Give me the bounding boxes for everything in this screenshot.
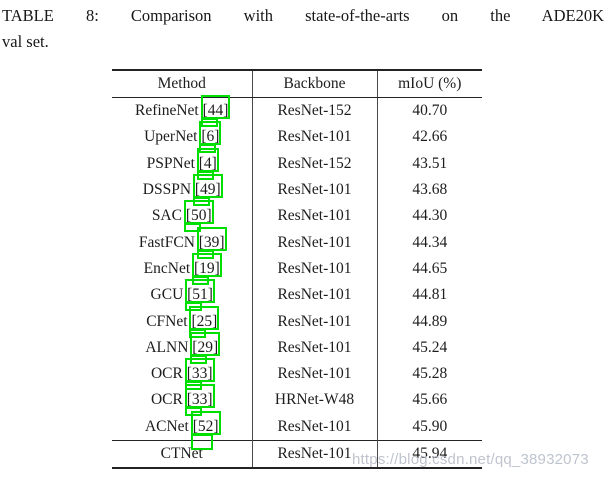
citation-annotation-box: [39] <box>196 226 227 259</box>
citation-annotation-box: [6] <box>199 121 222 154</box>
method-cell: RefineNet [44] <box>112 95 253 128</box>
method-name: EncNet <box>143 259 191 277</box>
miou-cell: 45.94 <box>377 439 482 470</box>
header-miou: mIoU (%) <box>377 69 482 98</box>
citation-annotation-box: [52] <box>190 410 221 450</box>
citation-annotation-box: [4] <box>196 147 219 180</box>
table-body: RefineNet [44] ResNet-152 40.70 UperNet [6]… <box>112 95 482 470</box>
caption-line-2: val set. <box>2 31 49 51</box>
citation-annotation-box: [33] <box>184 358 215 391</box>
method-name: ALNN <box>145 338 189 356</box>
table-row: SAC [50] ResNet-101 44.30 <box>112 200 482 233</box>
table-row: PSPNet [4] ResNet-152 43.51 <box>112 147 482 180</box>
method-cell: CFNet [25] <box>112 305 253 338</box>
citation-annotation-box: [29] <box>190 331 220 364</box>
method-name: OCR <box>150 365 183 383</box>
backbone-cell: ResNet-101 <box>252 360 378 388</box>
method-name: DSSPN <box>142 181 192 199</box>
citation-annotation-box: [25] <box>189 305 220 338</box>
header-row: Method Backbone mIoU (%) <box>112 69 482 98</box>
miou-cell: 40.70 <box>412 102 448 120</box>
backbone-cell: ResNet-101 <box>252 308 378 335</box>
caption-line-1: TABLE 8: Comparison with state-of-the-ar… <box>2 6 604 25</box>
table-row: OCR [33] HRNet-W48 45.66 <box>112 384 482 417</box>
miou-cell: 45.28 <box>412 365 448 383</box>
table-row: CFNet [25] ResNet-101 44.89 <box>112 305 482 338</box>
watermark-url: https://blog.csdn.net/qq_38932073 <box>352 451 589 468</box>
method-cell: CTNet <box>112 439 253 470</box>
citation-annotation-box: [49] <box>192 174 223 207</box>
citation-annotation-box: [33] <box>184 384 215 417</box>
backbone-cell: ResNet-101 <box>252 124 378 151</box>
method-name: ACNet <box>144 417 189 435</box>
method-name: FastFCN <box>138 233 195 251</box>
table-row: GCU [51] ResNet-101 44.81 <box>112 279 482 312</box>
citation-annotation-box: [51] <box>185 279 215 312</box>
miou-cell: 44.89 <box>412 312 448 330</box>
citation-annotation-box: [44] <box>200 95 231 128</box>
method-name: CTNet <box>160 445 203 462</box>
method-cell: DSSPN [49] <box>112 174 253 207</box>
table-row: EncNet [19] ResNet-101 44.65 <box>112 252 482 285</box>
comparison-table: Method Backbone mIoU (%) RefineNet [44] R… <box>112 69 482 470</box>
method-cell: GCU [51] <box>112 279 253 312</box>
method-name: PSPNet <box>146 154 195 172</box>
backbone-cell: HRNet-W48 <box>252 387 378 414</box>
citation-annotation-box: [50] <box>183 200 214 233</box>
backbone-cell: ResNet-101 <box>252 176 378 204</box>
method-name: UperNet <box>144 128 198 146</box>
citation-annotation-box: [19] <box>192 252 222 285</box>
miou-cell: 44.34 <box>412 233 448 251</box>
method-name: SAC <box>151 207 182 225</box>
method-cell: ALNN [29] <box>112 331 253 364</box>
backbone-cell: ResNet-101 <box>252 334 378 361</box>
backbone-cell: ResNet-152 <box>252 97 378 125</box>
table-row: ACNet [52] ResNet-101 45.90 <box>112 410 482 450</box>
backbone-cell: ResNet-101 <box>252 255 378 283</box>
method-cell: OCR [33] <box>112 358 253 391</box>
method-cell: EncNet [19] <box>112 252 253 285</box>
header-backbone: Backbone <box>252 69 378 98</box>
method-cell: UperNet [6] <box>112 121 253 154</box>
table-row: OCR [33] ResNet-101 45.28 <box>112 358 482 391</box>
comparison-table-container: Method Backbone mIoU (%) RefineNet [44] R… <box>112 69 482 470</box>
table-row: UperNet [6] ResNet-101 42.66 <box>112 121 482 154</box>
backbone-cell: ResNet-101 <box>252 413 378 441</box>
method-name: GCU <box>150 286 184 304</box>
method-name: CFNet <box>146 312 188 330</box>
method-cell: ACNet [52] <box>112 410 253 450</box>
miou-cell: 44.30 <box>412 207 448 225</box>
backbone-cell: ResNet-101 <box>252 282 378 309</box>
miou-cell: 45.90 <box>412 417 448 435</box>
miou-cell: 45.66 <box>412 391 448 409</box>
miou-cell: 45.24 <box>412 338 448 356</box>
miou-cell: 44.81 <box>412 286 448 304</box>
table-row: DSSPN [49] ResNet-101 43.68 <box>112 174 482 207</box>
table-row: RefineNet [44] ResNet-152 40.70 <box>112 95 482 128</box>
table-row: FastFCN [39] ResNet-101 44.34 <box>112 226 482 259</box>
miou-cell: 43.68 <box>412 181 448 199</box>
miou-cell: 42.66 <box>412 128 448 146</box>
table-row: CTNet ResNet-101 45.94 <box>112 439 482 470</box>
table-caption: TABLE 8: Comparison with state-of-the-ar… <box>2 3 604 54</box>
backbone-cell: ResNet-101 <box>252 229 378 256</box>
method-cell: FastFCN [39] <box>112 226 253 259</box>
method-name: RefineNet <box>135 102 199 120</box>
method-cell: PSPNet [4] <box>112 147 253 180</box>
miou-cell: 43.51 <box>412 154 448 172</box>
method-name: OCR <box>150 391 183 409</box>
method-cell: SAC [50] <box>112 200 253 233</box>
header-method: Method <box>112 69 253 98</box>
backbone-cell: ResNet-152 <box>252 150 378 177</box>
backbone-cell: ResNet-101 <box>252 439 378 470</box>
backbone-cell: ResNet-101 <box>252 203 378 230</box>
miou-cell: 44.65 <box>412 259 448 277</box>
table-row: ALNN [29] ResNet-101 45.24 <box>112 331 482 364</box>
method-cell: OCR [33] <box>112 384 253 417</box>
